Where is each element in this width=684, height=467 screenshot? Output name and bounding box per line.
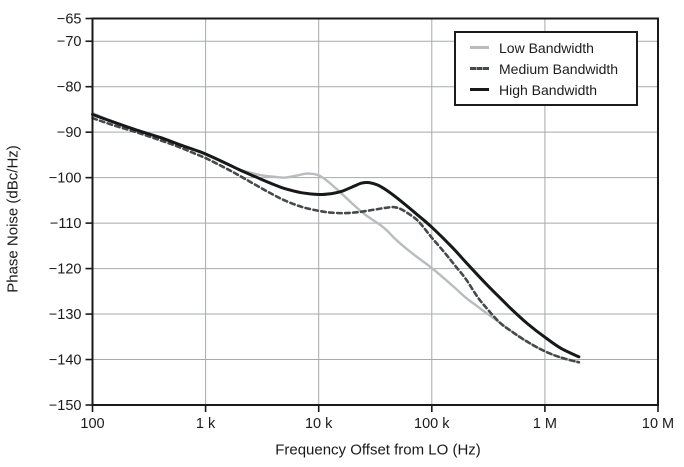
y-tick-label: −120 xyxy=(49,262,82,278)
legend-label: High Bandwidth xyxy=(499,81,598,98)
y-tick-label: −65 xyxy=(57,12,82,28)
x-tick-label: 1 k xyxy=(196,416,216,432)
high-bandwidth-line-sample-icon xyxy=(470,88,489,91)
x-tick-label: 10 k xyxy=(305,416,333,432)
legend-item-low-bandwidth: Low Bandwidth xyxy=(470,39,632,56)
series-line-high-bandwidth xyxy=(91,112,581,359)
legend-item-medium-bandwidth: Medium Bandwidth xyxy=(470,60,632,77)
x-tick-label: 1 M xyxy=(533,416,557,432)
y-tick-label: −70 xyxy=(57,34,82,50)
x-tick-label: 100 xyxy=(80,416,104,432)
legend: Low Bandwidth Medium Bandwidth High Band… xyxy=(454,31,638,106)
y-tick-label: −100 xyxy=(49,171,82,187)
y-tick-label: −80 xyxy=(57,80,82,96)
y-tick-label: −110 xyxy=(50,216,82,232)
medium-bandwidth-line-sample-icon xyxy=(470,67,489,70)
legend-label: Medium Bandwidth xyxy=(499,60,619,77)
y-tick-label: −140 xyxy=(49,353,82,369)
x-tick-label: 10 M xyxy=(642,416,674,432)
legend-item-high-bandwidth: High Bandwidth xyxy=(470,81,632,98)
series-line-low-bandwidth xyxy=(91,111,581,364)
plot-border xyxy=(91,17,659,406)
y-tick-label: −90 xyxy=(57,125,82,141)
series-line-medium-bandwidth xyxy=(91,116,581,364)
y-tick-label: −130 xyxy=(49,307,82,323)
x-tick-label: 100 k xyxy=(414,416,450,432)
y-axis-title: Phase Noise (dBc/Hz) xyxy=(4,145,22,293)
x-axis-title: Frequency Offset from LO (Hz) xyxy=(275,441,481,459)
legend-label: Low Bandwidth xyxy=(499,39,594,56)
y-tick-label: −150 xyxy=(49,398,82,414)
low-bandwidth-line-sample-icon xyxy=(470,46,489,49)
